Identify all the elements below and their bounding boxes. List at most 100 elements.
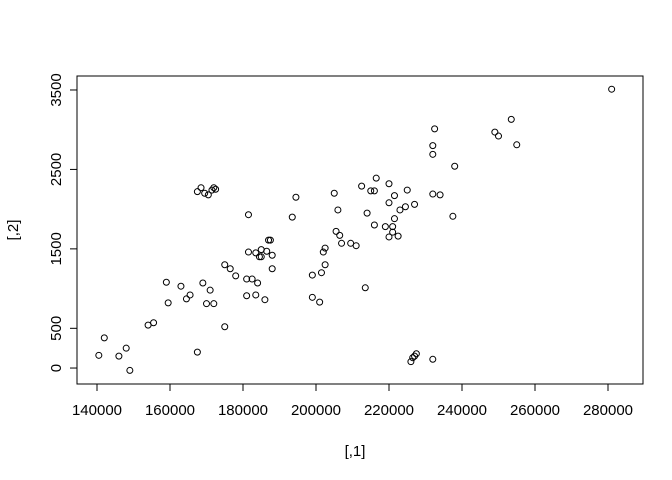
point — [317, 269, 325, 277]
point — [401, 203, 409, 211]
point — [390, 215, 398, 223]
y-tick-label: 2500 — [48, 153, 65, 186]
point — [261, 296, 269, 304]
point — [394, 232, 402, 240]
point — [255, 253, 263, 261]
point — [436, 191, 444, 199]
point — [248, 275, 256, 283]
plot-box — [76, 75, 644, 385]
point — [431, 125, 439, 133]
x-tick-label: 280000 — [583, 402, 633, 419]
point — [244, 211, 252, 219]
point — [292, 193, 300, 201]
point — [268, 251, 276, 259]
x-tick-label: 240000 — [437, 402, 487, 419]
point — [201, 189, 209, 197]
x-tick-label: 180000 — [218, 402, 268, 419]
point — [412, 350, 420, 358]
point — [330, 189, 338, 197]
point — [308, 271, 316, 279]
point — [491, 128, 499, 136]
point — [150, 319, 158, 327]
point — [370, 187, 378, 195]
point — [385, 233, 393, 241]
point — [358, 182, 366, 190]
point — [182, 295, 190, 303]
point — [372, 174, 380, 182]
point — [164, 299, 172, 307]
point — [257, 253, 265, 261]
point — [243, 275, 251, 283]
point — [407, 358, 415, 366]
point — [266, 236, 274, 244]
point — [319, 248, 327, 256]
point — [243, 292, 251, 300]
point — [288, 213, 296, 221]
y-tick-label: 0 — [48, 364, 65, 372]
y-axis-label: [,2] — [5, 220, 22, 241]
point — [409, 354, 417, 362]
point — [429, 142, 437, 150]
point — [210, 300, 218, 308]
point — [244, 248, 252, 256]
point — [193, 188, 201, 196]
point — [206, 286, 214, 294]
point — [334, 206, 342, 214]
point — [513, 141, 521, 149]
point — [232, 272, 240, 280]
point — [186, 291, 194, 299]
point — [210, 184, 218, 192]
point — [177, 282, 185, 290]
point — [162, 278, 170, 286]
point — [202, 300, 210, 308]
point — [429, 355, 437, 363]
point — [100, 334, 108, 342]
y-tick-label: 500 — [48, 316, 65, 341]
point — [268, 265, 276, 273]
point — [381, 223, 389, 231]
point — [494, 132, 502, 140]
x-tick-label: 200000 — [291, 402, 341, 419]
point — [321, 261, 329, 269]
point — [252, 249, 260, 257]
point — [385, 199, 393, 207]
x-tick-label: 160000 — [145, 402, 195, 419]
point — [221, 323, 229, 331]
point — [226, 265, 234, 273]
point — [390, 192, 398, 200]
point — [332, 227, 340, 235]
point — [370, 221, 378, 229]
x-tick-label: 220000 — [364, 402, 414, 419]
point — [367, 187, 375, 195]
point — [608, 85, 616, 93]
point — [193, 348, 201, 356]
point — [265, 236, 273, 244]
point — [449, 212, 457, 220]
point — [451, 162, 459, 170]
point — [429, 190, 437, 198]
x-tick-label: 140000 — [72, 402, 122, 419]
point — [316, 298, 324, 306]
point — [361, 284, 369, 292]
point — [221, 261, 229, 269]
y-tick-label: 3500 — [48, 73, 65, 106]
point — [95, 351, 103, 359]
point — [204, 191, 212, 199]
point — [429, 150, 437, 158]
point — [199, 279, 207, 287]
point — [411, 200, 419, 208]
point — [385, 180, 393, 188]
point — [115, 352, 123, 360]
point — [252, 291, 260, 299]
point — [263, 247, 271, 255]
point — [212, 185, 220, 193]
point — [352, 242, 360, 250]
point — [122, 344, 130, 352]
point — [254, 279, 262, 287]
point — [396, 206, 404, 214]
y-tick-label: 1500 — [48, 232, 65, 265]
point — [363, 209, 371, 217]
point — [336, 231, 344, 239]
point — [403, 186, 411, 194]
